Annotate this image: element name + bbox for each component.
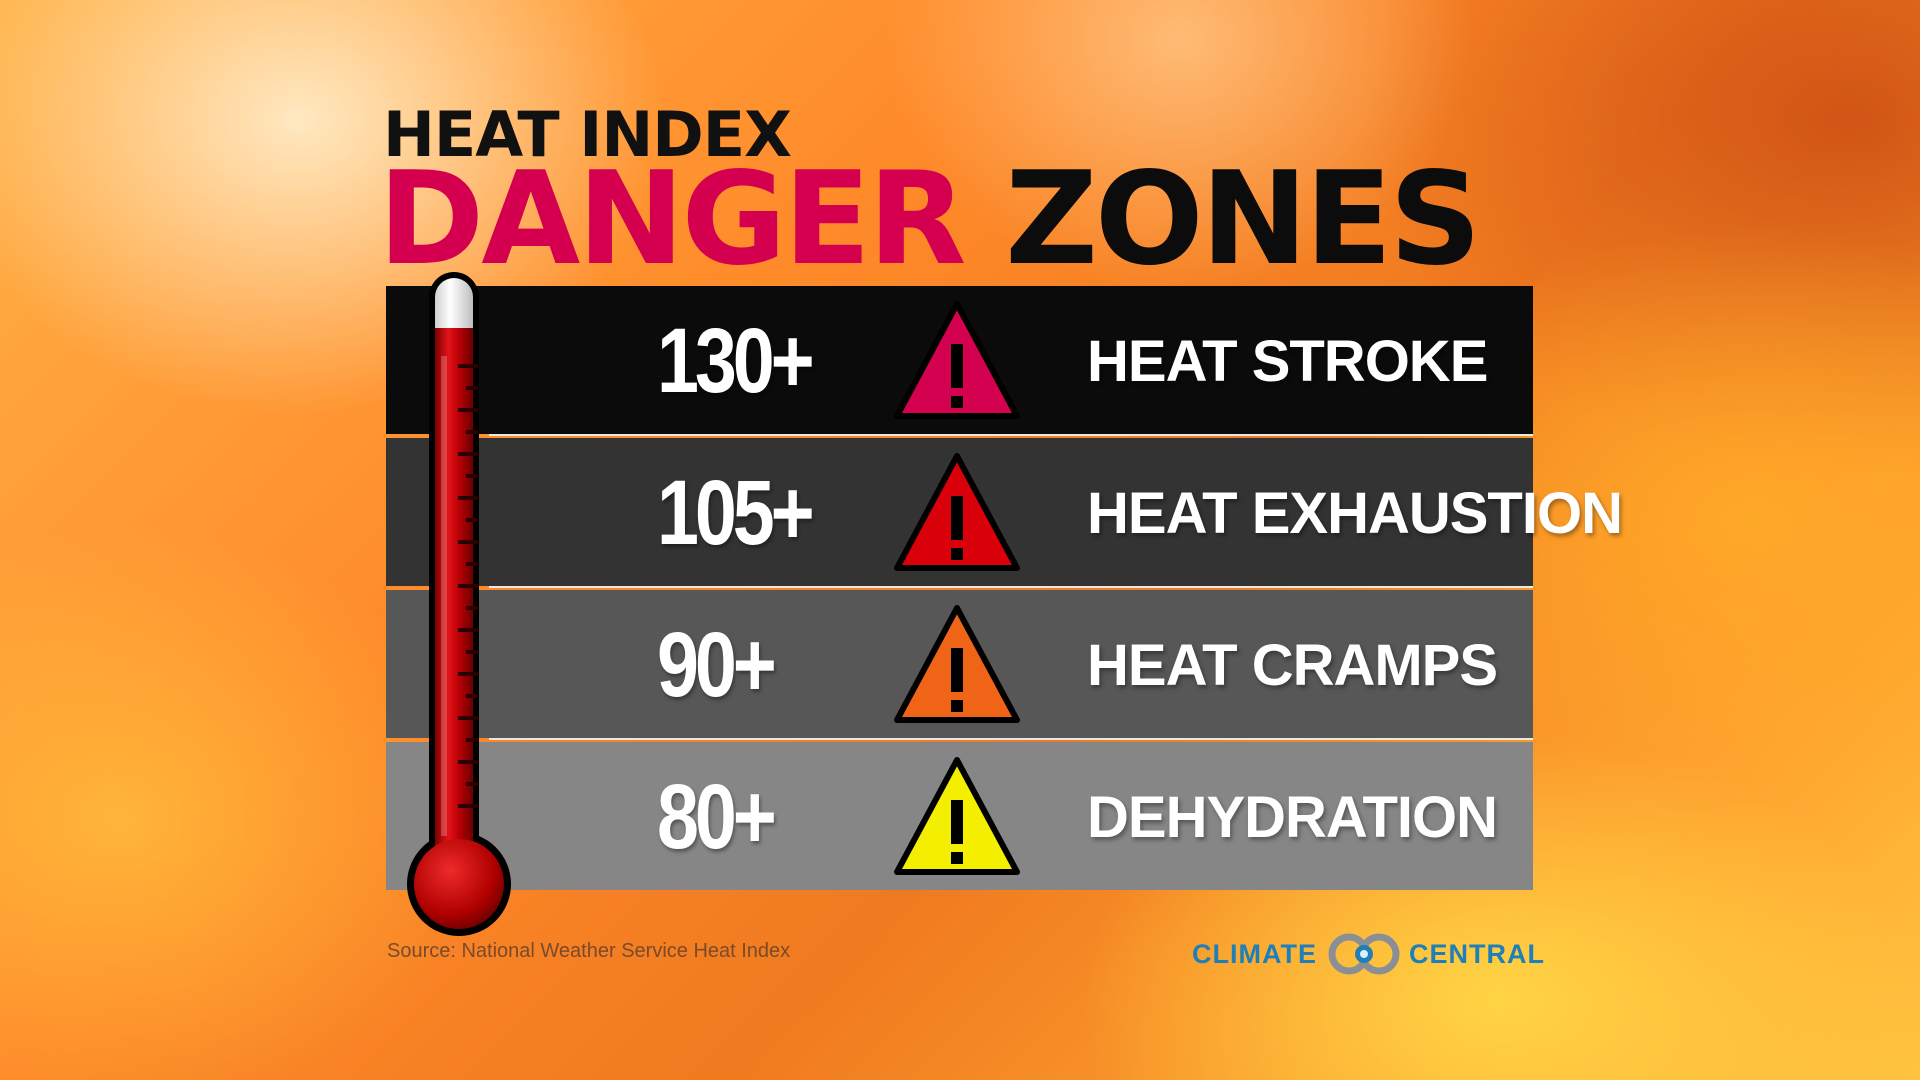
zone-label: HEAT CRAMPS [1087,633,1498,698]
row-content: 105+ HEAT EXHAUSTION [489,438,1623,586]
zone-row-heat-exhaustion: 105+ HEAT EXHAUSTION [386,438,1623,586]
warning-icon [894,605,1020,723]
row-content: 80+ DEHYDRATION [489,742,1533,890]
climate-central-brand: CLIMATE CENTRAL [1192,932,1545,976]
zone-label: HEAT STROKE [1087,329,1488,394]
danger-zone-table: 130+ HEAT STROKE 105+ HEAT EXHAUSTION 90… [386,286,1623,892]
row-content: 130+ HEAT STROKE [489,286,1533,434]
zone-label: HEAT EXHAUSTION [1087,481,1623,546]
threshold-value: 90+ [657,614,777,716]
title-danger-zones: DANGER ZONES [378,150,1481,290]
zone-row-heat-cramps: 90+ HEAT CRAMPS [386,590,1533,738]
title-danger-word: DANGER [378,145,966,294]
climate-central-logo-icon [1328,933,1400,975]
row-content: 90+ HEAT CRAMPS [489,590,1533,738]
warning-icon [894,301,1020,419]
thermometer-icon [407,272,511,936]
brand-word-right: CENTRAL [1408,938,1545,969]
threshold-value: 105+ [657,462,815,564]
title-heat-index: HEAT INDEX [383,98,792,171]
threshold-value: 80+ [657,766,777,868]
zone-row-heat-stroke: 130+ HEAT STROKE [386,286,1533,434]
zone-label: DEHYDRATION [1087,785,1498,850]
brand-word-left: CLIMATE [1192,938,1317,969]
row-divider [489,738,1533,740]
title-zones-word: ZONES [1005,145,1481,294]
source-caption: Source: National Weather Service Heat In… [387,940,791,962]
threshold-value: 130+ [657,310,815,412]
warning-icon [894,757,1020,875]
zone-row-dehydration: 80+ DEHYDRATION [386,742,1533,890]
row-divider [489,586,1533,588]
row-divider [489,434,1533,436]
warning-icon [894,453,1020,571]
